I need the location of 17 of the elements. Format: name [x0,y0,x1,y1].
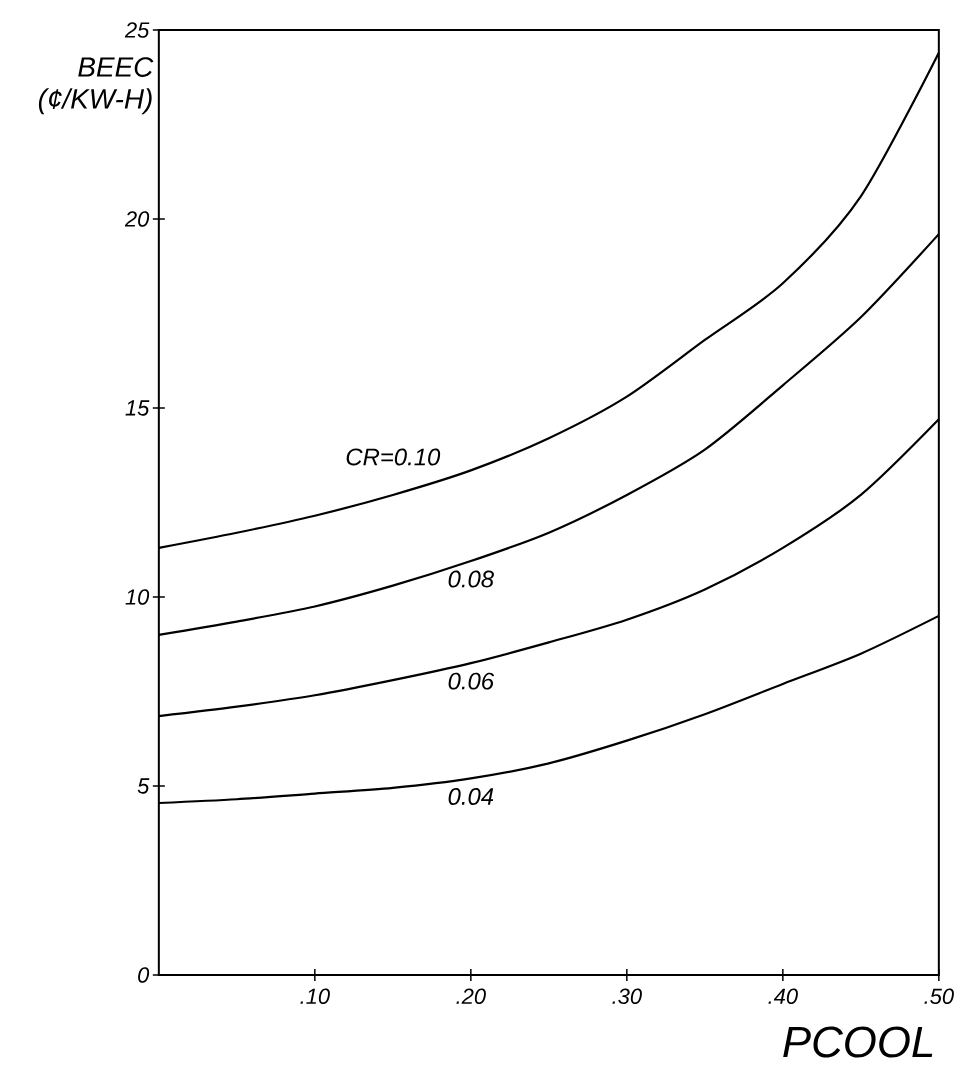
y-axis-title: BEEC (¢/KW-H) [39,57,154,115]
y-tick-label: 25 [124,22,150,38]
y-tick-label: 15 [125,400,150,416]
series-label: CR=0.10 [346,448,441,466]
series-label: 0.08 [448,570,495,588]
y-tick-label: 20 [124,211,150,227]
x-tick-label: .10 [300,988,330,1005]
x-tick-label: .30 [612,988,642,1005]
x-tick-label: .20 [456,988,486,1005]
y-tick-label: 10 [125,589,150,605]
x-tick-label: .40 [768,988,798,1005]
series-label: 0.04 [448,787,494,805]
x-axis-title: PCOOL [783,1026,933,1058]
series-label: 0.06 [448,672,495,690]
x-tick-label: .50 [924,988,954,1005]
y-tick-label: 0 [138,967,150,983]
y-tick-label: 5 [137,778,150,794]
